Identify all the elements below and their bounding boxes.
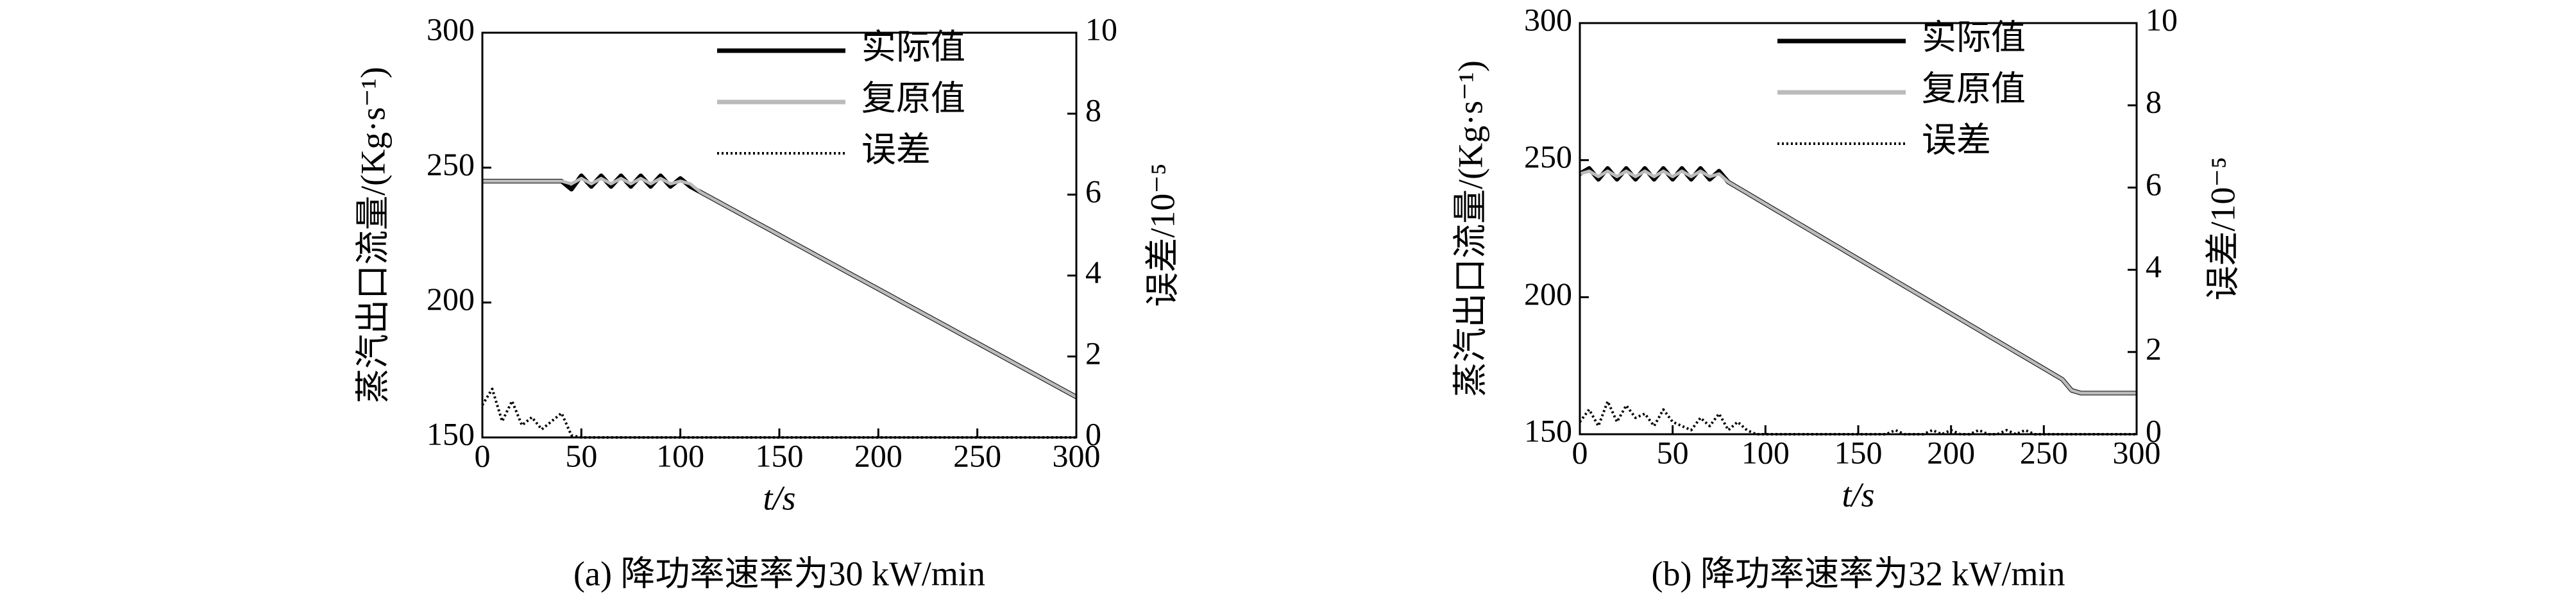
x-tick-label: 100 (656, 437, 704, 473)
series-line (1579, 169, 2137, 395)
x-tick-label: 250 (953, 437, 1001, 473)
x-tick-label: 100 (1741, 434, 1790, 470)
x-tick-label: 300 (1053, 437, 1101, 473)
legend-label: 复原值 (861, 79, 965, 117)
y2-tick-label: 0 (1085, 416, 1101, 452)
x-tick-label: 300 (2113, 434, 2161, 470)
x-tick-label: 0 (475, 437, 491, 473)
legend-label: 实际值 (861, 28, 965, 66)
y-tick-label: 250 (427, 146, 475, 182)
x-tick-label: 200 (1927, 434, 1975, 470)
y2-tick-label: 6 (2146, 166, 2162, 202)
y2-axis-label: 误差/10⁻⁵ (2203, 157, 2242, 300)
y2-tick-label: 6 (1085, 173, 1101, 209)
x-tick-label: 250 (2020, 434, 2068, 470)
caption: (a) 降功率速率为30 kW/min (573, 554, 985, 593)
legend-label: 复原值 (1922, 69, 2026, 108)
y2-axis-label: 误差/10⁻⁵ (1143, 163, 1182, 307)
caption: (b) 降功率速率为32 kW/min (1652, 554, 2065, 593)
legend-label: 实际值 (1922, 18, 2026, 56)
x-tick-label: 200 (854, 437, 902, 473)
y-tick-label: 200 (1524, 276, 1572, 312)
y-tick-label: 150 (427, 416, 475, 452)
plot-frame (481, 31, 1078, 439)
x-tick-label: 150 (1835, 434, 1883, 470)
series-line (1579, 166, 2137, 396)
series-line (482, 176, 1078, 399)
y2-tick-label: 8 (1085, 92, 1101, 128)
legend-label: 误差 (861, 130, 931, 169)
y2-tick-label: 10 (1085, 11, 1117, 47)
y2-tick-label: 0 (2146, 412, 2162, 448)
series-line (482, 173, 1078, 399)
legend-label: 误差 (1922, 121, 1991, 159)
x-tick-label: 150 (756, 437, 804, 473)
y-axis-label: 蒸汽出口流量/(Kg·s⁻¹) (353, 67, 392, 403)
y-tick-label: 150 (1524, 412, 1572, 448)
y2-tick-label: 2 (1085, 335, 1101, 371)
x-tick-label: 50 (565, 437, 597, 473)
x-tick-label: 0 (1572, 434, 1588, 470)
y-tick-label: 300 (427, 11, 475, 47)
y-tick-label: 250 (1524, 139, 1572, 174)
y-axis-label: 蒸汽出口流量/(Kg·s⁻¹) (1451, 60, 1489, 397)
y2-tick-label: 10 (2146, 1, 2178, 37)
x-axis-label: t/s (763, 478, 795, 517)
y2-tick-label: 2 (2146, 330, 2162, 366)
y-tick-label: 200 (427, 281, 475, 317)
plot-frame (1579, 22, 2138, 436)
y2-tick-label: 8 (2146, 84, 2162, 120)
x-axis-label: t/s (1842, 475, 1874, 514)
y-tick-label: 300 (1524, 1, 1572, 37)
y2-tick-label: 4 (2146, 248, 2162, 284)
y2-tick-label: 4 (1085, 254, 1101, 290)
x-tick-label: 50 (1657, 434, 1689, 470)
